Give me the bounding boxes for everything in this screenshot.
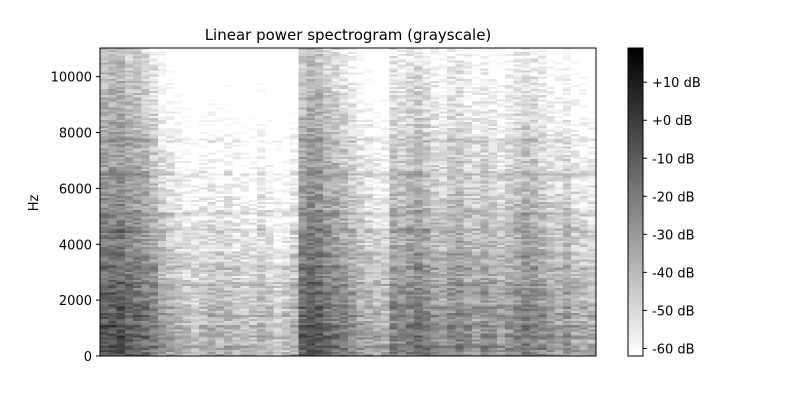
chart-title: Linear power spectrogram (grayscale) (205, 26, 492, 44)
colorbar-tick-label: -10 dB (652, 152, 695, 167)
colorbar-tick-label: -30 dB (652, 228, 695, 243)
y-tick-label: 6000 (59, 182, 92, 197)
colorbar-tick-label: +10 dB (652, 76, 701, 91)
plot-area (99, 47, 597, 357)
colorbar-tick-label: +0 dB (652, 114, 692, 129)
y-axis-label: Hz (27, 195, 42, 212)
spectrogram-image (100, 48, 596, 356)
colorbar-gradient (627, 47, 644, 357)
colorbar-tick-label: -40 dB (652, 266, 695, 281)
colorbar: +10 dB +0 dB -10 dB -20 dB -30 dB -40 dB -50 d… (627, 47, 701, 357)
colorbar-tick-label: -60 dB (652, 342, 695, 357)
y-axis: 0 2000 4000 6000 8000 10000 (51, 71, 100, 365)
y-tick-label: 4000 (59, 238, 92, 253)
colorbar-tick-label: -20 dB (652, 190, 695, 205)
colorbar-tick-label: -50 dB (652, 304, 695, 319)
y-tick-label: 0 (84, 350, 92, 365)
y-tick-label: 10000 (51, 71, 92, 86)
plot-frame (99, 47, 597, 357)
y-tick-label: 2000 (59, 294, 92, 309)
y-tick-label: 8000 (59, 127, 92, 142)
